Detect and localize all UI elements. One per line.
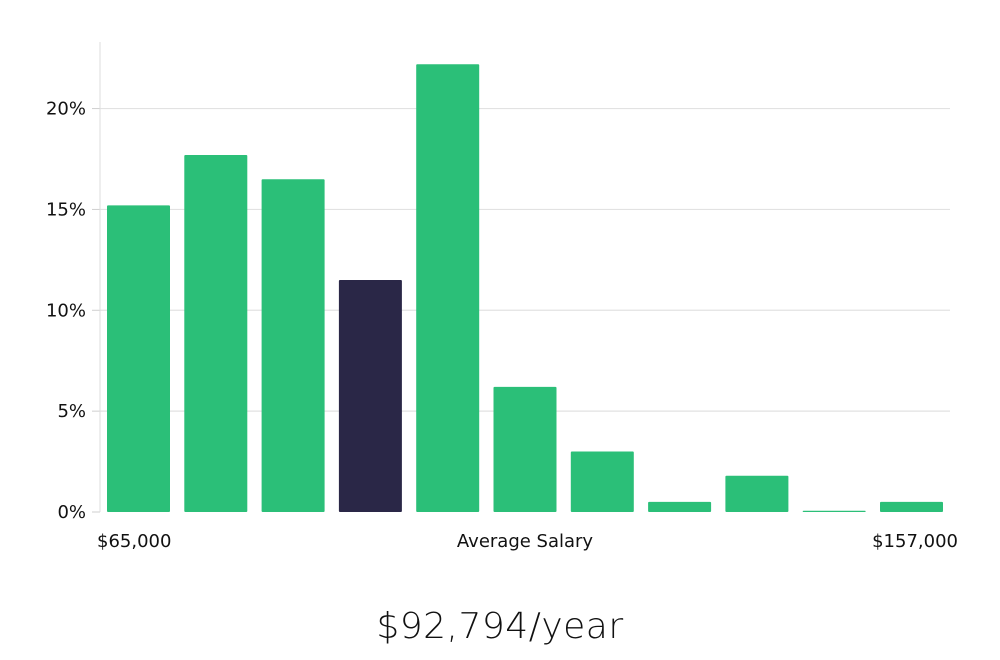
histogram-bar (261, 179, 325, 512)
histogram-bar (570, 451, 634, 512)
histogram-bar (493, 386, 557, 512)
histogram-bar (107, 205, 170, 512)
y-tick-label: 10% (46, 300, 86, 321)
y-tick-label: 20% (46, 99, 86, 120)
histogram-bar (725, 475, 789, 512)
salary-histogram: 0% 5% 10% 15% 20% $65,000 Average Salary $15… (46, 42, 958, 552)
x-min-label: $65,000 (97, 531, 171, 552)
y-tick-label: 5% (57, 401, 86, 422)
x-max-label: $157,000 (872, 531, 958, 552)
x-axis-title: Average Salary (457, 531, 594, 552)
histogram-bar (184, 155, 248, 512)
y-axis-ticks: 0% 5% 10% 15% 20% (46, 99, 100, 523)
histogram-bar (880, 501, 943, 512)
histogram-bar (802, 510, 866, 512)
histogram-bar (648, 501, 712, 512)
histogram-bar-highlighted (338, 280, 402, 512)
y-tick-label: 15% (46, 199, 86, 220)
histogram-bar (416, 64, 480, 512)
bars (107, 64, 943, 512)
y-tick-label: 0% (57, 502, 86, 523)
average-salary-caption: $92,794/year (376, 606, 624, 647)
